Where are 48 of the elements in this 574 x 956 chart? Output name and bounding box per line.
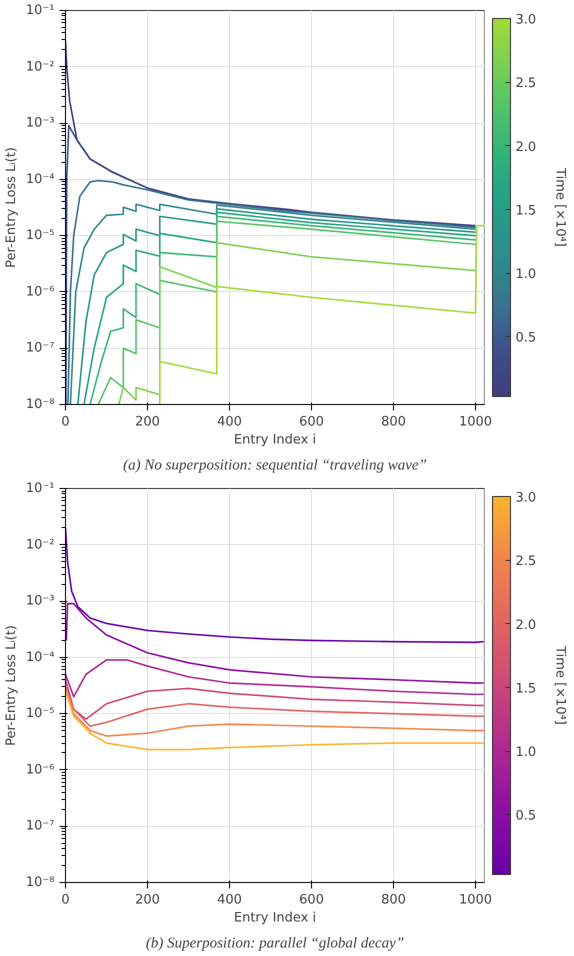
- color-bar-label: 0.5: [516, 330, 536, 346]
- y-tick-label: 10⁻¹: [26, 481, 55, 496]
- y-tick-label: 10⁻⁵: [26, 228, 55, 244]
- x-tick-label: 1000: [458, 892, 492, 908]
- x-tick-label: 400: [217, 414, 242, 430]
- color-bar-title: Time [×10⁴]: [552, 645, 568, 725]
- color-bar-label: 1.5: [516, 681, 536, 696]
- color-bar-label: 1.0: [516, 267, 536, 282]
- y-tick-label: 10⁻⁴: [26, 172, 55, 187]
- y-tick-label: 10⁻²: [26, 59, 55, 74]
- x-tick-label: 1000: [458, 414, 492, 430]
- y-tick-label: 10⁻⁸: [26, 875, 55, 890]
- color-bar-label: 3.0: [516, 12, 536, 28]
- color-bar-label: 3.0: [516, 490, 536, 506]
- y-tick-label: 10⁻⁷: [26, 818, 55, 834]
- y-tick-label: 10⁻¹: [26, 3, 55, 18]
- color-bar-label: 1.5: [516, 203, 536, 218]
- x-tick-label: 800: [381, 892, 406, 908]
- color-bar-label: 2.5: [516, 554, 536, 570]
- y-tick-label: 10⁻⁶: [26, 762, 55, 778]
- x-tick-label: 400: [217, 892, 242, 908]
- x-axis-title: Entry Index i: [234, 910, 316, 926]
- y-tick-label: 10⁻³: [26, 594, 55, 609]
- y-tick-label: 10⁻⁸: [26, 397, 55, 412]
- y-tick-label: 10⁻²: [26, 537, 55, 552]
- y-tick-label: 10⁻⁴: [26, 650, 55, 665]
- color-bar-label: 0.5: [516, 808, 536, 824]
- x-axis-title: Entry Index i: [234, 432, 316, 448]
- x-tick-label: 800: [381, 414, 406, 430]
- color-bar-title: Time [×10⁴]: [552, 167, 568, 247]
- color-bar-label: 1.0: [516, 745, 536, 760]
- text: (a) No superposition: sequential “traveling wave”: [123, 458, 427, 474]
- x-tick-label: 200: [135, 892, 160, 908]
- x-tick-label: 0: [61, 892, 70, 908]
- color-bar-label: 2.5: [516, 76, 536, 92]
- y-tick-label: 10⁻³: [26, 116, 55, 131]
- y-tick-label: 10⁻⁵: [26, 706, 55, 722]
- y-tick-label: 10⁻⁷: [26, 340, 55, 356]
- x-tick-label: 0: [61, 414, 70, 430]
- y-axis-title: Per-Entry Loss Lᵢ(t): [4, 147, 19, 268]
- x-tick-label: 600: [299, 414, 324, 430]
- y-tick-label: 10⁻⁶: [26, 284, 55, 300]
- x-tick-label: 600: [299, 892, 324, 908]
- color-bar-label: 2.0: [516, 618, 536, 633]
- x-tick-label: 200: [135, 414, 160, 430]
- y-axis-title: Per-Entry Loss Lᵢ(t): [4, 625, 19, 746]
- color-bar-label: 2.0: [516, 140, 536, 155]
- text: (b) Superposition: parallel “global decay”: [146, 936, 404, 952]
